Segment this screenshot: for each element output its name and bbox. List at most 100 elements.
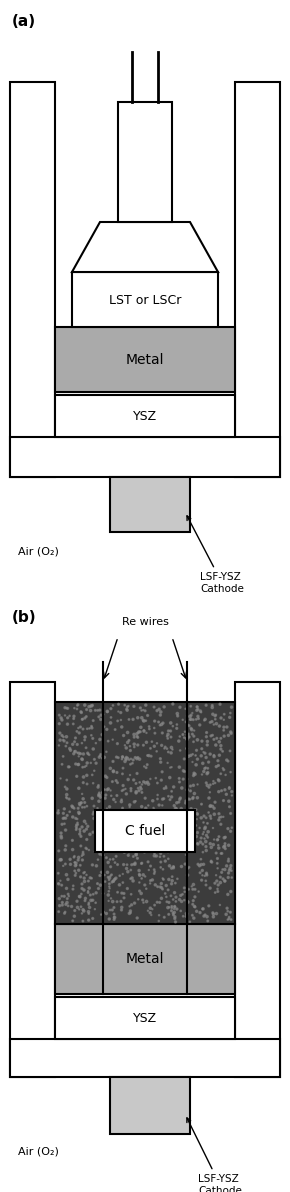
Point	[139, 701, 144, 720]
Point	[73, 865, 77, 884]
Point	[111, 752, 115, 771]
Point	[165, 739, 169, 758]
Point	[153, 769, 158, 788]
Point	[194, 740, 199, 759]
Point	[134, 821, 139, 840]
Point	[89, 696, 94, 715]
Point	[223, 871, 227, 890]
Point	[221, 759, 225, 778]
Point	[56, 902, 61, 921]
Point	[160, 789, 165, 808]
Point	[88, 825, 92, 844]
Point	[223, 827, 228, 846]
Point	[185, 892, 190, 911]
Point	[110, 839, 115, 858]
Point	[157, 817, 162, 836]
Point	[105, 702, 110, 721]
Point	[188, 707, 192, 726]
Point	[59, 876, 64, 895]
Point	[135, 727, 139, 746]
Point	[217, 805, 221, 824]
Point	[74, 853, 78, 873]
Point	[82, 696, 87, 715]
Point	[68, 850, 72, 869]
Text: Metal: Metal	[126, 353, 164, 367]
Point	[173, 912, 178, 931]
Point	[213, 735, 218, 755]
Point	[173, 898, 177, 917]
Point	[124, 784, 129, 803]
Point	[148, 871, 153, 890]
Point	[216, 756, 221, 775]
Point	[137, 882, 142, 901]
Point	[146, 775, 151, 794]
Point	[152, 800, 157, 819]
Point	[81, 900, 85, 919]
Point	[166, 725, 170, 744]
Point	[207, 789, 211, 808]
Point	[60, 755, 64, 774]
Point	[78, 887, 82, 906]
Point	[222, 837, 227, 856]
Point	[192, 800, 197, 819]
Point	[59, 850, 64, 869]
Point	[128, 780, 133, 799]
Point	[96, 776, 101, 795]
Point	[158, 715, 162, 734]
Point	[131, 855, 136, 874]
Point	[104, 743, 109, 762]
Point	[227, 708, 232, 727]
Point	[77, 820, 82, 839]
Point	[164, 876, 168, 895]
Point	[74, 820, 79, 839]
Point	[184, 791, 188, 811]
Point	[110, 826, 115, 845]
Point	[177, 727, 182, 746]
Point	[77, 747, 81, 766]
Point	[82, 863, 87, 882]
Point	[124, 747, 129, 766]
Point	[156, 713, 161, 732]
Point	[175, 869, 180, 888]
Point	[212, 746, 216, 765]
Point	[90, 890, 95, 909]
Point	[94, 883, 99, 902]
Point	[89, 890, 93, 909]
Point	[192, 784, 197, 803]
Point	[113, 720, 117, 739]
Point	[132, 821, 137, 840]
Point	[70, 796, 74, 815]
Point	[113, 869, 117, 888]
Point	[152, 712, 157, 731]
Point	[173, 909, 177, 929]
Point	[150, 900, 155, 919]
Point	[201, 899, 205, 918]
Point	[160, 869, 165, 888]
Point	[94, 856, 99, 875]
Point	[200, 861, 205, 880]
Text: YSZ: YSZ	[133, 1012, 157, 1024]
Point	[205, 732, 210, 751]
Point	[177, 790, 182, 809]
Point	[127, 731, 131, 750]
Point	[143, 774, 148, 793]
Point	[169, 758, 174, 777]
Point	[228, 763, 233, 782]
Point	[91, 774, 95, 793]
Point	[67, 802, 72, 821]
Point	[72, 707, 76, 726]
Point	[148, 820, 153, 839]
Point	[217, 732, 222, 751]
Point	[63, 820, 68, 839]
Point	[171, 695, 175, 714]
Point	[57, 724, 62, 743]
Point	[161, 859, 165, 879]
Point	[196, 709, 201, 728]
Point	[109, 889, 113, 908]
Point	[194, 756, 198, 775]
Point	[129, 750, 133, 769]
Point	[164, 893, 169, 912]
Point	[192, 825, 197, 844]
Point	[225, 899, 229, 918]
Point	[165, 728, 170, 747]
